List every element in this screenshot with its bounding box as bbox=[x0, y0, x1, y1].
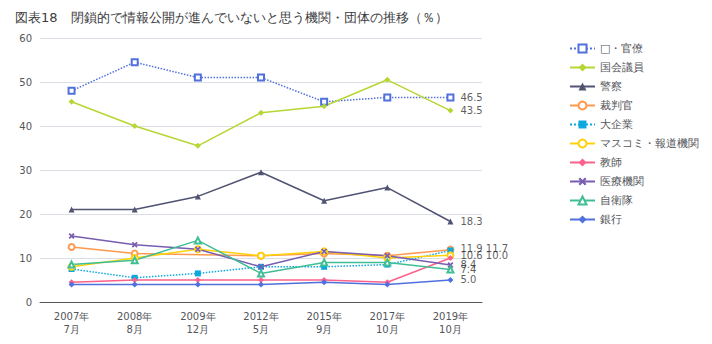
svg-text:□・官僚: □・官僚 bbox=[600, 42, 643, 55]
svg-text:10月: 10月 bbox=[439, 324, 462, 335]
svg-text:50: 50 bbox=[19, 77, 32, 88]
svg-text:銀行: 銀行 bbox=[600, 213, 622, 226]
svg-text:10月: 10月 bbox=[376, 324, 399, 335]
svg-text:2015年: 2015年 bbox=[306, 311, 341, 322]
svg-text:裁判官: 裁判官 bbox=[600, 99, 633, 112]
svg-text:5.0: 5.0 bbox=[460, 274, 476, 285]
svg-text:40: 40 bbox=[19, 121, 32, 132]
svg-text:5月: 5月 bbox=[253, 324, 269, 335]
svg-text:自衛隊: 自衛隊 bbox=[600, 194, 633, 207]
svg-text:43.5: 43.5 bbox=[460, 105, 482, 116]
svg-text:大企業: 大企業 bbox=[600, 118, 633, 131]
svg-text:マスコミ・報道機関: マスコミ・報道機関 bbox=[600, 137, 699, 150]
svg-text:2012年: 2012年 bbox=[243, 311, 278, 322]
svg-text:教師: 教師 bbox=[600, 156, 622, 169]
svg-text:10.6 10.0: 10.6 10.0 bbox=[460, 249, 509, 261]
svg-text:7.4: 7.4 bbox=[460, 263, 477, 275]
svg-text:30: 30 bbox=[19, 165, 32, 176]
svg-text:46.5: 46.5 bbox=[460, 92, 482, 103]
svg-text:2017年: 2017年 bbox=[370, 311, 405, 322]
svg-text:20: 20 bbox=[19, 209, 32, 220]
svg-text:11.9 11.7: 11.9 11.7 bbox=[460, 242, 509, 254]
svg-text:2007年: 2007年 bbox=[54, 311, 89, 322]
svg-text:60: 60 bbox=[19, 33, 32, 44]
svg-text:12月: 12月 bbox=[186, 324, 209, 335]
svg-text:18.3: 18.3 bbox=[460, 216, 482, 227]
svg-text:2019年: 2019年 bbox=[433, 311, 468, 322]
svg-text:2008年: 2008年 bbox=[117, 311, 152, 322]
svg-text:医療機関: 医療機関 bbox=[600, 175, 644, 188]
svg-text:2009年: 2009年 bbox=[180, 311, 215, 322]
svg-text:国会議員: 国会議員 bbox=[600, 61, 644, 74]
svg-text:8月: 8月 bbox=[127, 324, 143, 335]
svg-text:図表18 閉鎖的で情報公開が進んでいないと思う機関・団体の推: 図表18 閉鎖的で情報公開が進んでいないと思う機関・団体の推移（％） bbox=[15, 10, 448, 25]
svg-text:警察: 警察 bbox=[600, 80, 622, 93]
svg-text:9月: 9月 bbox=[316, 324, 332, 335]
svg-text:7月: 7月 bbox=[63, 324, 79, 335]
svg-text:10: 10 bbox=[19, 253, 32, 264]
svg-text:0: 0 bbox=[26, 297, 32, 308]
